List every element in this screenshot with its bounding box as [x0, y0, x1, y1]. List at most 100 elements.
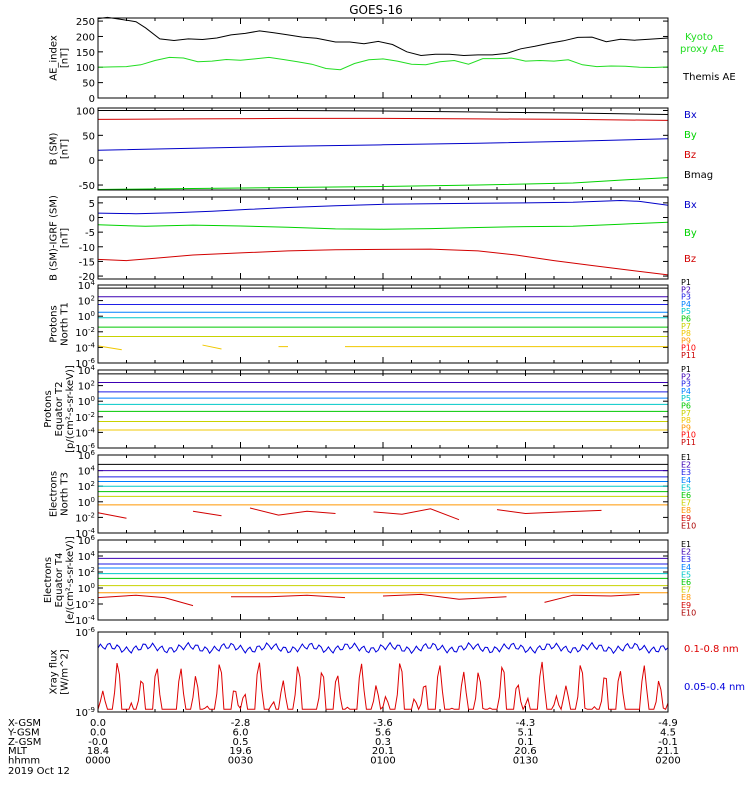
x-row-value: 0.0 [90, 718, 106, 729]
x-row-value: 5.6 [375, 727, 391, 738]
date-label: 2019 Oct 12 [8, 766, 70, 777]
series-by [97, 221, 669, 230]
legend-p5: P5 [681, 394, 691, 403]
legend-p10: P10 [681, 431, 696, 440]
y-axis-label: B (SM) [49, 132, 60, 165]
series-p8 [202, 344, 222, 350]
panel-frame [97, 631, 669, 713]
y-axis-label: North T1 [60, 302, 71, 346]
legend-p4: P4 [681, 300, 691, 309]
y-tick-label: 104 [78, 465, 96, 478]
y-axis-label: [W/m^2] [60, 649, 71, 695]
y-tick-label: 0 [89, 214, 95, 225]
x-row-value: 20.1 [372, 746, 394, 757]
legend-xray-long: 0.1-0.8 nm [684, 644, 739, 655]
panel-b_igrf: -20 -15 -10 -5 0 5 B (SM)-IGRF (SM) [nT] [49, 195, 669, 283]
panel-frame [97, 17, 669, 99]
x-row-label: MLT [8, 746, 28, 757]
y-axis-label: Equator T2 [54, 382, 65, 437]
legend-p4: P4 [681, 387, 691, 396]
series-by [97, 177, 669, 190]
y-tick-label: 10-2 [75, 411, 95, 424]
y-tick-label: 106 [78, 449, 96, 462]
y-tick-label: 100 [78, 310, 95, 323]
y-tick-exponent: 2 [91, 566, 95, 574]
y-tick-exponent: 0 [91, 582, 95, 590]
y-tick-exponent: -4 [88, 614, 96, 622]
x-row-value: 19.6 [229, 746, 251, 757]
y-tick-label: -10 [79, 243, 95, 254]
legend-bmag: Bmag [684, 170, 713, 181]
y-axis-label: Protons [43, 390, 54, 427]
y-tick-label: 106 [78, 534, 96, 547]
panel-frame [97, 539, 669, 621]
y-tick-label: 102 [78, 480, 95, 493]
legend-e10: E10 [681, 521, 696, 530]
series-0-05-0-4-nm [97, 641, 669, 655]
y-tick-label: 10-2 [75, 326, 95, 339]
y-tick-label: 200 [76, 32, 95, 43]
y-tick-exponent: 2 [91, 380, 95, 388]
legend-kyoto: Kyoto [685, 32, 713, 43]
legend-p3: P3 [681, 380, 691, 389]
legend-e1: E1 [681, 453, 691, 462]
legend-e3: E3 [681, 555, 691, 564]
y-axis-label: [p/(cm²-s-sr-keV)] [65, 365, 76, 453]
series-bz [97, 248, 669, 276]
legend-p3: P3 [681, 293, 691, 302]
y-tick-exponent: 6 [91, 449, 96, 457]
y-tick-label: 250 [76, 17, 95, 28]
x-row-value: -0.0 [88, 737, 108, 748]
series-e9 [249, 507, 336, 516]
x-row-value: 0.5 [233, 737, 249, 748]
y-tick-exponent: 2 [91, 480, 95, 488]
y-tick-label: 10-6 [75, 626, 95, 639]
plot-title: GOES-16 [349, 3, 403, 17]
legend-e1: E1 [681, 540, 691, 549]
legend-e7: E7 [681, 586, 691, 595]
legend-e3: E3 [681, 468, 691, 477]
y-tick-label: 102 [78, 566, 95, 579]
y-tick-label: 100 [76, 63, 95, 74]
y-tick-exponent: 0 [91, 395, 95, 403]
y-axis-label: Xray flux [49, 650, 60, 695]
y-axis-label: B (SM)-IGRF (SM) [49, 195, 60, 281]
legend-p2: P2 [681, 372, 691, 381]
y-axis-label: Equator T4 [54, 553, 65, 608]
legend-e6: E6 [681, 578, 691, 587]
legend-bz: Bz [684, 150, 696, 161]
y-tick-exponent: -2 [88, 598, 95, 606]
y-axis-label: [nT] [60, 48, 71, 68]
x-row-value: 20.6 [514, 746, 536, 757]
legend-p6: P6 [681, 315, 691, 324]
y-tick-label: 10-4 [75, 341, 95, 354]
legend-e8: E8 [681, 506, 691, 515]
x-row-value: -0.1 [658, 737, 678, 748]
y-tick-exponent: 0 [91, 496, 95, 504]
legend-e10: E10 [681, 608, 696, 617]
legend-p7: P7 [681, 409, 691, 418]
x-row-value: 0100 [370, 756, 395, 767]
y-tick-label: 100 [78, 582, 95, 595]
legend-p11: P11 [681, 438, 696, 447]
legend-e5: E5 [681, 483, 691, 492]
y-axis-label: [e/(cm²-s-sr-keV)] [65, 536, 76, 624]
series-e9 [373, 508, 460, 521]
series-e9 [192, 510, 222, 517]
series-e9 [97, 512, 127, 519]
legend-e4: E4 [681, 563, 691, 572]
x-row-value: 0.1 [518, 737, 534, 748]
y-tick-label: 104 [78, 550, 96, 563]
x-row-value: -3.6 [373, 718, 393, 729]
y-tick-exponent: -6 [88, 626, 96, 634]
legend-bx: Bx [684, 200, 697, 211]
x-row-value: 0000 [85, 756, 110, 767]
legend-proxy-ae: proxy AE [680, 44, 724, 55]
legend-themis-ae: Themis AE [682, 72, 736, 83]
panel-frame [97, 369, 669, 449]
y-tick-exponent: -2 [88, 511, 95, 519]
legend-p5: P5 [681, 307, 691, 316]
x-row-value: 5.1 [518, 727, 534, 738]
